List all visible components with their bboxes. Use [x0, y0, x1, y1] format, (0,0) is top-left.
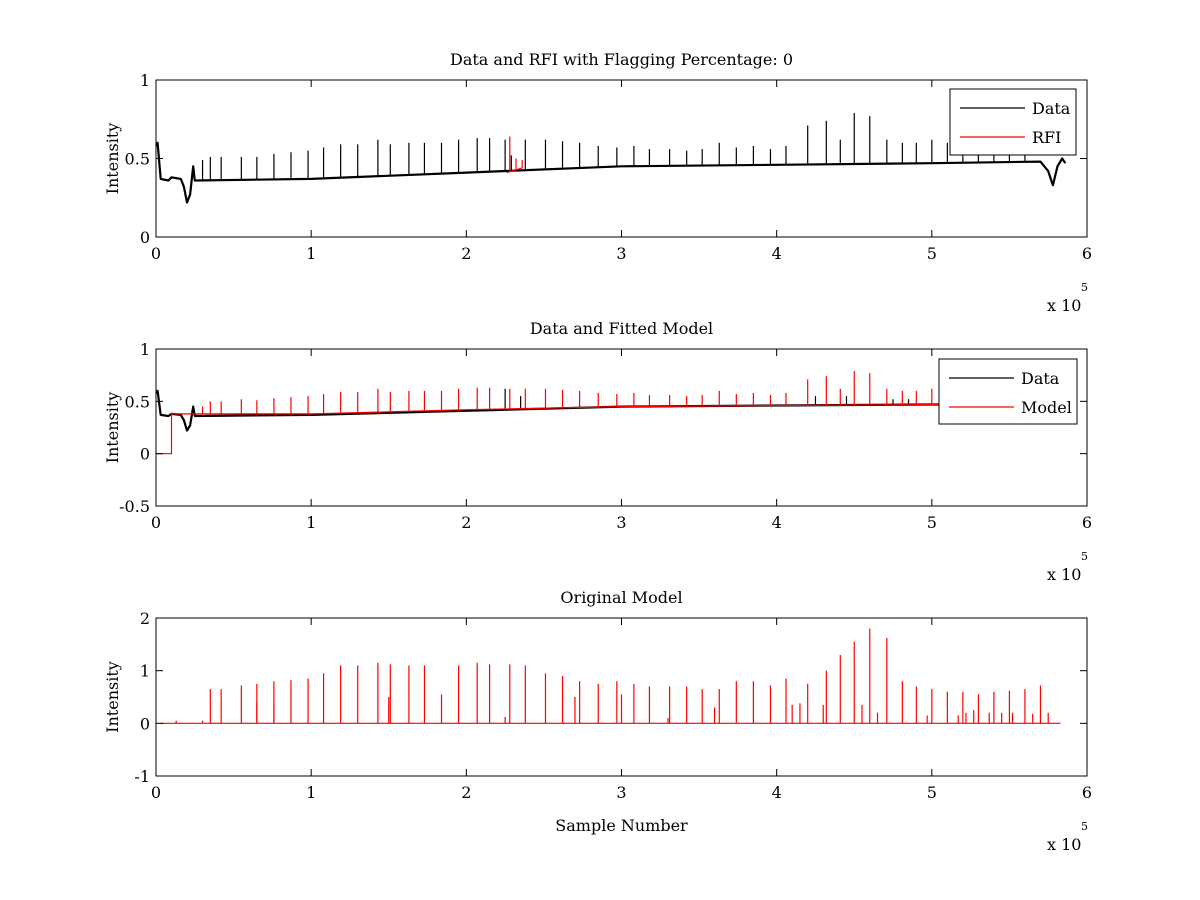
- y-tick-label: 1: [140, 71, 150, 90]
- x-multiplier-exponent: 5: [1081, 820, 1088, 833]
- x-tick-label: 3: [616, 513, 626, 532]
- x-axis-label: Sample Number: [555, 816, 688, 835]
- x-multiplier-label: x 10: [1047, 835, 1081, 854]
- x-tick-label: 4: [772, 513, 782, 532]
- y-tick-label: 0.5: [125, 150, 150, 169]
- x-multiplier-exponent: 5: [1081, 281, 1088, 294]
- x-tick-label: 0: [151, 513, 161, 532]
- x-tick-label: 3: [616, 244, 626, 263]
- x-tick-label: 0: [151, 244, 161, 263]
- x-tick-label: 2: [461, 783, 471, 802]
- y-tick-label: 0.5: [125, 392, 150, 411]
- legend-label: Data: [1021, 369, 1060, 388]
- y-tick-label: 0: [140, 714, 150, 733]
- x-tick-label: 5: [927, 244, 937, 263]
- x-tick-label: 5: [927, 513, 937, 532]
- x-multiplier-exponent: 5: [1081, 550, 1088, 563]
- x-tick-label: 0: [151, 783, 161, 802]
- y-axis-label: Intensity: [103, 123, 122, 195]
- y-tick-label: 0: [140, 445, 150, 464]
- chart-title: Original Model: [560, 588, 682, 607]
- rfi-line: [506, 167, 523, 174]
- y-axis-label: Intensity: [103, 392, 122, 464]
- x-tick-label: 2: [461, 244, 471, 263]
- data-line: [155, 141, 1067, 204]
- x-tick-label: 6: [1082, 783, 1092, 802]
- y-tick-label: 1: [140, 662, 150, 681]
- x-multiplier-label: x 10: [1047, 565, 1081, 584]
- y-tick-label: -0.5: [119, 497, 150, 516]
- x-tick-label: 6: [1082, 513, 1092, 532]
- y-tick-label: 1: [140, 340, 150, 359]
- y-tick-label: 0: [140, 228, 150, 247]
- chart-title: Data and RFI with Flagging Percentage: 0: [450, 50, 793, 69]
- legend: Data RFI: [949, 88, 1077, 156]
- y-axis-label: Intensity: [103, 661, 122, 733]
- x-tick-label: 3: [616, 783, 626, 802]
- x-tick-label: 1: [306, 783, 316, 802]
- y-tick-label: 2: [140, 609, 150, 628]
- x-multiplier-label: x 10: [1047, 296, 1081, 315]
- legend-box: [949, 88, 1077, 156]
- legend-label: Data: [1032, 99, 1071, 118]
- x-tick-label: 2: [461, 513, 471, 532]
- x-tick-label: 1: [306, 513, 316, 532]
- x-tick-label: 4: [772, 244, 782, 263]
- legend-label: RFI: [1032, 128, 1061, 147]
- x-tick-label: 6: [1082, 244, 1092, 263]
- x-tick-label: 1: [306, 244, 316, 263]
- chart-title: Data and Fitted Model: [530, 319, 713, 338]
- y-tick-label: -1: [134, 767, 150, 786]
- legend-box: [938, 358, 1078, 425]
- legend: Data Model: [938, 358, 1078, 425]
- x-tick-label: 5: [927, 783, 937, 802]
- x-tick-label: 4: [772, 783, 782, 802]
- legend-label: Model: [1021, 398, 1072, 417]
- model-line: [156, 403, 940, 455]
